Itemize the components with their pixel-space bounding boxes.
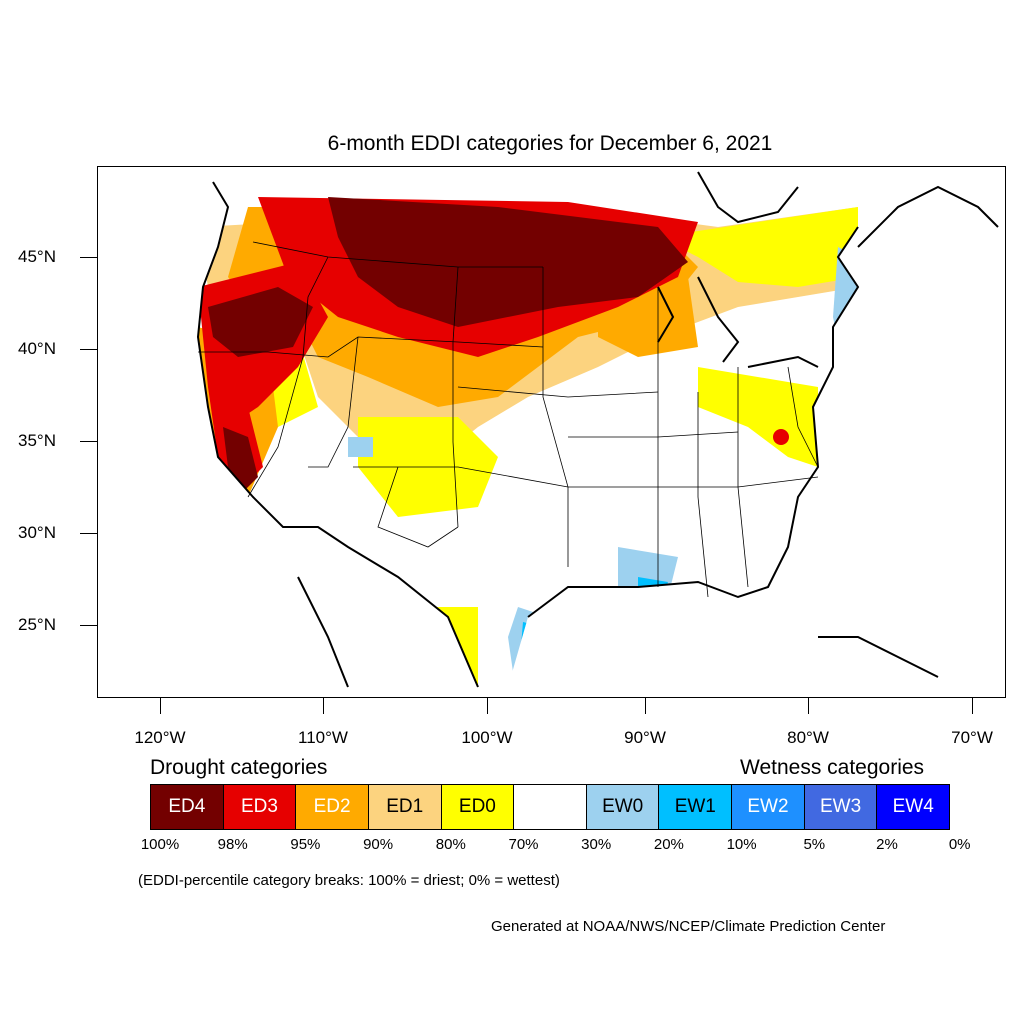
legend-break-label: 100% xyxy=(140,836,180,853)
lat-tick xyxy=(80,257,97,258)
lat-label-40: 40°N xyxy=(18,339,56,358)
lon-label-110w: 110°W xyxy=(298,728,348,747)
legend-swatch-ed2: ED2 xyxy=(296,785,369,829)
lon-label-70w: 70°W xyxy=(951,728,993,747)
legend-swatch-ew1: EW1 xyxy=(659,785,733,829)
credit-line: Generated at NOAA/NWS/NCEP/Climate Predi… xyxy=(491,918,886,935)
drought-categories-heading: Drought categories xyxy=(150,756,328,779)
state-boundaries xyxy=(198,241,819,598)
lon-label-120w: 120°W xyxy=(134,728,186,747)
legend-swatch-ew2: EW2 xyxy=(732,785,805,829)
legend-break-label: 10% xyxy=(726,836,757,853)
legend-break-label: 0% xyxy=(948,836,971,853)
eddi-map xyxy=(196,171,999,688)
lat-tick xyxy=(80,349,97,350)
lat-tick xyxy=(80,441,97,442)
lon-tick xyxy=(323,697,324,714)
lat-tick xyxy=(80,625,97,626)
legend-swatch-ed0: ED0 xyxy=(441,785,515,829)
lon-tick xyxy=(645,697,646,714)
eddi-field xyxy=(198,172,858,687)
lat-label-25: 25°N xyxy=(18,615,56,634)
coastlines xyxy=(196,171,999,688)
lat-label-35: 35°N xyxy=(18,431,56,450)
wetness-categories-heading: Wetness categories xyxy=(740,756,925,779)
legend-swatch-ed4: ED4 xyxy=(151,785,224,829)
legend-break-label: 5% xyxy=(803,836,826,853)
legend-swatch-ew0: EW0 xyxy=(586,785,660,829)
map-title: 6-month EDDI categories for December 6, … xyxy=(327,132,773,155)
legend-break-label: 2% xyxy=(876,836,898,853)
legend-break-label: 90% xyxy=(363,836,394,853)
lat-label-30: 30°N xyxy=(18,523,56,542)
legend-break-label: 20% xyxy=(653,836,684,853)
legend-break-label: 95% xyxy=(290,836,321,853)
lon-tick xyxy=(160,697,161,714)
legend-swatch-ew3: EW3 xyxy=(804,785,878,829)
lon-tick xyxy=(808,697,809,714)
legend-break-label: 80% xyxy=(435,836,466,853)
map-panel xyxy=(97,166,1006,698)
category-breaks-note: (EDDI-percentile category breaks: 100% =… xyxy=(138,872,560,889)
legend-swatch-ed1: ED1 xyxy=(368,785,442,829)
lon-tick xyxy=(972,697,973,714)
legend-colorbar: ED4 ED3 ED2 ED1 ED0 EW0 EW1 EW2 EW3 EW4 xyxy=(150,784,950,830)
lon-label-90w: 90°W xyxy=(624,728,666,747)
legend-break-label: 70% xyxy=(508,836,539,853)
lat-label-45: 45°N xyxy=(18,247,56,266)
legend-break-label: 30% xyxy=(581,836,612,853)
lon-label-100w: 100°W xyxy=(461,728,513,747)
legend-break-label: 98% xyxy=(217,836,248,853)
lat-tick xyxy=(80,533,97,534)
lon-tick xyxy=(487,697,488,714)
legend-swatch-ew4: EW4 xyxy=(877,785,950,829)
lon-label-80w: 80°W xyxy=(787,728,829,747)
legend-swatch-neutral xyxy=(514,785,587,829)
legend-swatch-ed3: ED3 xyxy=(223,785,297,829)
